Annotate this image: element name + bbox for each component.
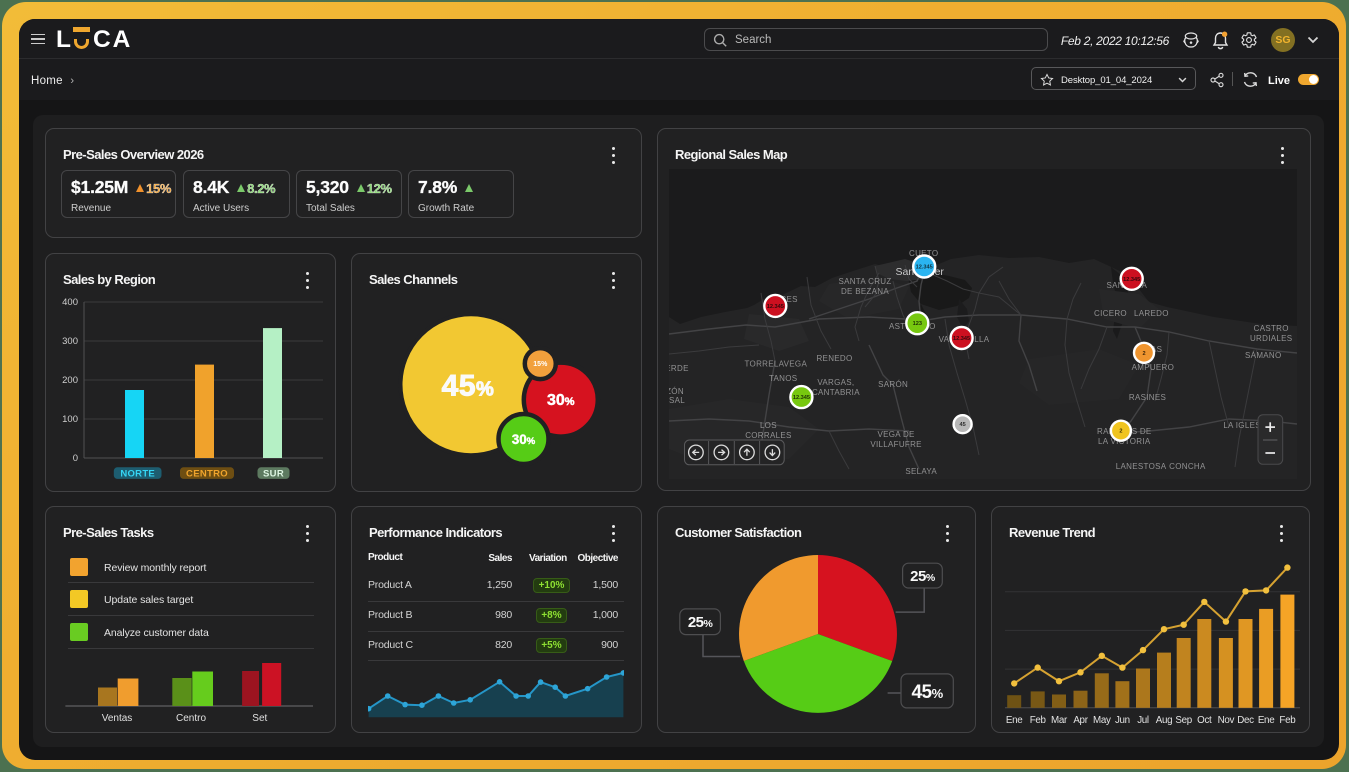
- svg-text:Sep: Sep: [1175, 715, 1192, 726]
- svg-text:45: 45: [959, 422, 965, 428]
- svg-text:Ventas: Ventas: [102, 713, 133, 724]
- svg-text:May: May: [1093, 715, 1111, 726]
- svg-text:SARÓN: SARÓN: [878, 380, 908, 389]
- svg-text:25%: 25%: [910, 568, 936, 585]
- svg-text:IAS: IAS: [1149, 345, 1163, 354]
- svg-text:SÁMANO: SÁMANO: [1245, 351, 1281, 360]
- svg-text:12.345: 12.345: [953, 336, 970, 342]
- svg-text:45%: 45%: [911, 682, 943, 703]
- svg-text:URDIALES: URDIALES: [1250, 334, 1292, 343]
- svg-text:Aug: Aug: [1156, 715, 1173, 726]
- svg-text:VILLAFUFRE: VILLAFUFRE: [870, 440, 921, 449]
- svg-text:0: 0: [73, 453, 78, 464]
- svg-text:SUR: SUR: [263, 469, 284, 480]
- svg-text:LA VICTORIA: LA VICTORIA: [1098, 437, 1151, 446]
- svg-text:TORRELAVEGA: TORRELAVEGA: [745, 360, 808, 369]
- svg-text:CANTABRIA: CANTABRIA: [812, 388, 860, 397]
- svg-text:123: 123: [913, 321, 922, 327]
- svg-text:VEGA DE: VEGA DE: [877, 430, 914, 439]
- svg-text:2: 2: [1142, 351, 1145, 357]
- svg-text:Ene: Ene: [1258, 715, 1275, 726]
- svg-text:TANOS: TANOS: [769, 374, 797, 383]
- svg-text:Feb: Feb: [1279, 715, 1296, 726]
- svg-text:LOS: LOS: [760, 421, 777, 430]
- svg-text:12.345: 12.345: [916, 265, 933, 271]
- svg-text:Set: Set: [252, 713, 267, 724]
- svg-text:DE BEZANA: DE BEZANA: [841, 287, 889, 296]
- svg-text:Nov: Nov: [1218, 715, 1235, 726]
- svg-text:RASINES: RASINES: [1129, 393, 1166, 402]
- svg-text:100: 100: [62, 414, 78, 425]
- svg-text:300: 300: [62, 336, 78, 347]
- svg-text:Apr: Apr: [1073, 715, 1088, 726]
- svg-text:15%: 15%: [533, 361, 548, 368]
- svg-text:12.345: 12.345: [1123, 277, 1140, 283]
- svg-text:CENTRO: CENTRO: [186, 469, 228, 480]
- svg-text:12.345: 12.345: [767, 304, 784, 310]
- svg-text:VARGAS,: VARGAS,: [817, 378, 854, 387]
- svg-text:NORTE: NORTE: [120, 469, 155, 480]
- svg-text:Ene: Ene: [1006, 715, 1023, 726]
- svg-text:2: 2: [1119, 429, 1122, 435]
- svg-text:Jul: Jul: [1137, 715, 1149, 726]
- svg-text:CICERO: CICERO: [1094, 309, 1127, 318]
- svg-text:SANTA CRUZ: SANTA CRUZ: [838, 277, 891, 286]
- svg-text:RENEDO: RENEDO: [816, 354, 852, 363]
- svg-text:CORRALES: CORRALES: [745, 431, 791, 440]
- svg-text:ZÓN: ZÓN: [669, 387, 684, 396]
- svg-text:LA IGLES: LA IGLES: [1223, 421, 1261, 430]
- svg-text:Jun: Jun: [1115, 715, 1130, 726]
- svg-text:LANESTOSA: LANESTOSA: [1116, 462, 1167, 471]
- svg-text:30%: 30%: [512, 432, 536, 447]
- svg-text:Oct: Oct: [1197, 715, 1212, 726]
- svg-text:Mar: Mar: [1051, 715, 1068, 726]
- svg-text:400: 400: [62, 297, 78, 308]
- svg-text:Centro: Centro: [176, 713, 206, 724]
- svg-text:CES: CES: [780, 295, 797, 304]
- svg-text:CONCHA: CONCHA: [1169, 462, 1206, 471]
- svg-text:200: 200: [62, 375, 78, 386]
- svg-text:SAL: SAL: [669, 396, 685, 405]
- svg-text:Feb: Feb: [1030, 715, 1047, 726]
- svg-text:Dec: Dec: [1237, 715, 1254, 726]
- svg-text:30%: 30%: [547, 392, 575, 409]
- svg-text:25%: 25%: [688, 614, 714, 631]
- svg-text:AMPUERO: AMPUERO: [1132, 363, 1175, 372]
- svg-text:CUETO: CUETO: [909, 249, 938, 258]
- svg-text:SELAYA: SELAYA: [905, 467, 937, 476]
- svg-text:ERDE: ERDE: [669, 364, 689, 373]
- svg-text:12.345: 12.345: [793, 395, 810, 401]
- svg-text:LAREDO: LAREDO: [1134, 309, 1169, 318]
- svg-text:CASTRO: CASTRO: [1254, 324, 1289, 333]
